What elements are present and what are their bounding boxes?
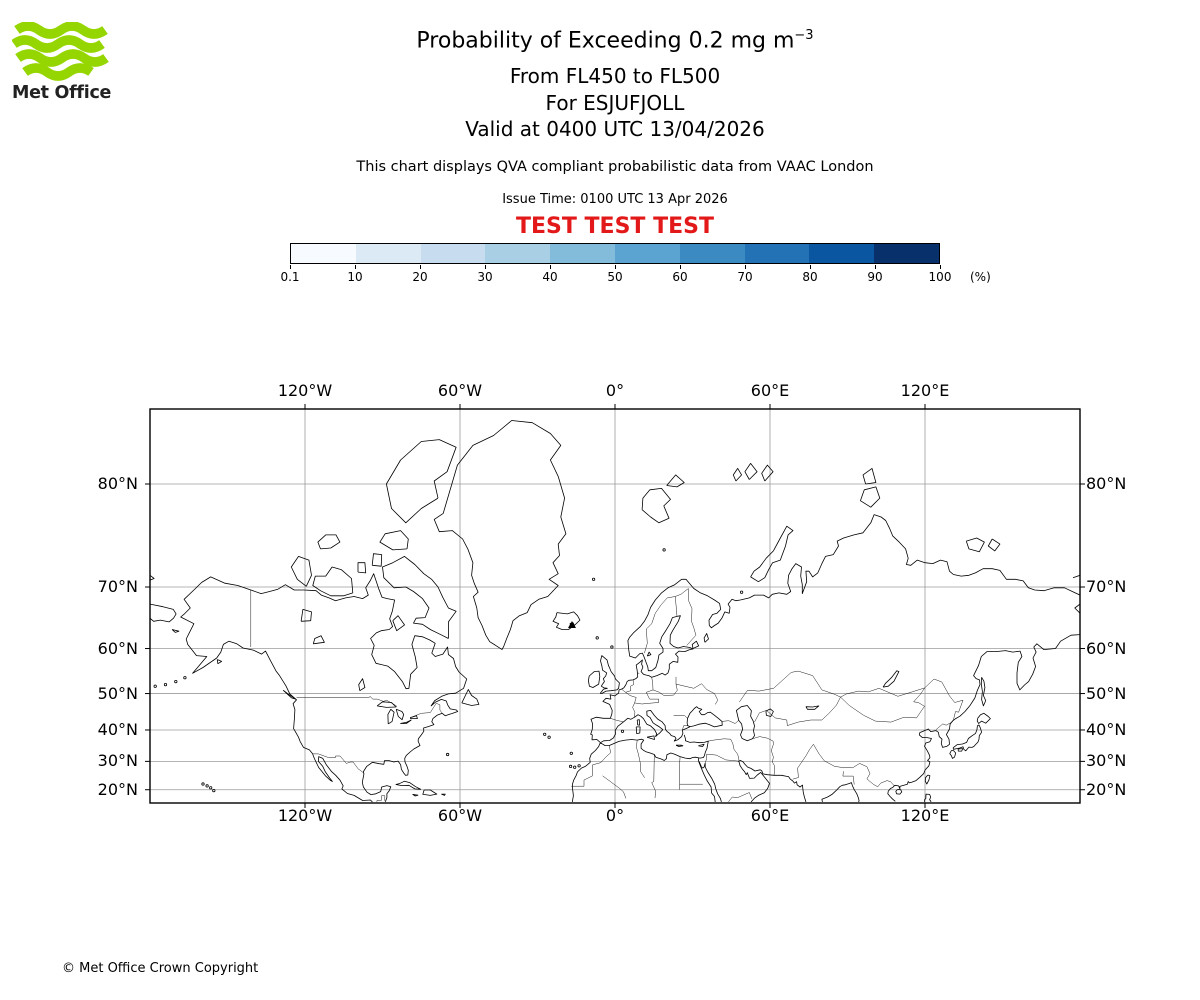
latitude-label-right: 50°N: [1086, 683, 1127, 703]
colorbar-tick-label: 40: [542, 270, 558, 284]
longitude-label-bottom: 120°E: [900, 806, 950, 825]
longitude-label-top: 60°E: [750, 381, 790, 400]
colorbar-tick-label: 100: [928, 270, 952, 284]
latitude-label-right: 70°N: [1086, 577, 1127, 596]
colorbar-tick-label: 30: [477, 270, 493, 284]
colorbar-segment: [355, 244, 421, 263]
test-banner: TEST TEST TEST: [516, 214, 714, 239]
met-office-logo: Met Office: [12, 22, 116, 103]
latitude-label-left: 80°N: [97, 473, 138, 493]
latitude-label-right: 30°N: [1086, 751, 1127, 771]
colorbar-tick-label: 60: [672, 270, 688, 284]
issue-time: Issue Time: 0100 UTC 13 Apr 2026: [502, 192, 728, 207]
longitude-label-bottom: 60°W: [437, 806, 483, 825]
colorbar-tick-label: 20: [412, 270, 428, 284]
volcano-marker: [568, 621, 576, 628]
colorbar-tick-mark: [290, 265, 291, 269]
latitude-label-left: 30°N: [97, 751, 138, 771]
small-islands: [153, 548, 744, 793]
graticule: [150, 409, 1080, 803]
longitude-label-top: 0°: [605, 381, 625, 400]
country-borders: [250, 588, 964, 803]
latitude-label-right: 40°N: [1086, 719, 1127, 739]
colorbar-segment: [614, 244, 680, 263]
coastlines: [150, 420, 1080, 803]
map-canvas: [145, 404, 1085, 808]
colorbar-segment: [420, 244, 486, 263]
colorbar-segment: [809, 244, 875, 263]
latitude-label-left: 20°N: [97, 779, 138, 799]
chart-title-exponent: −3: [794, 28, 814, 43]
latitude-label-left: 40°N: [97, 719, 138, 739]
colorbar-tick-mark: [680, 265, 681, 269]
colorbar-segment: [550, 244, 615, 263]
met-office-logo-text: Met Office: [12, 83, 112, 103]
flight-level-range: From FL450 to FL500: [509, 64, 721, 88]
chart-title: Probability of Exceeding 0.2 mg m−3: [30, 28, 1200, 53]
longitude-label-bottom: 120°W: [277, 806, 333, 825]
colorbar-tick-label: 80: [802, 270, 818, 284]
latitude-label-left: 70°N: [97, 577, 138, 596]
longitude-label-top: 120°W: [277, 381, 333, 400]
colorbar-tick-mark: [615, 265, 616, 269]
colorbar-segment: [744, 244, 810, 263]
colorbar-segment: [874, 244, 939, 263]
colorbar-tick-mark: [355, 265, 356, 269]
colorbar-tick-mark: [875, 265, 876, 269]
colorbar-segment: [291, 244, 356, 263]
colorbar-segment: [679, 244, 745, 263]
latitude-label-right: 80°N: [1086, 473, 1127, 493]
colorbar-tick-mark: [745, 265, 746, 269]
volcano-name: For ESJUFJOLL: [545, 91, 685, 115]
longitude-label-top: 120°E: [900, 381, 950, 400]
longitude-label-top: 60°W: [437, 381, 483, 400]
colorbar-tick-label: 0.1: [280, 270, 300, 284]
latitude-label-left: 50°N: [97, 683, 138, 703]
longitude-label-bottom: 60°E: [750, 806, 790, 825]
title-block: Probability of Exceeding 0.2 mg m−3 From…: [30, 0, 1200, 300]
met-office-logo-waves-icon: [12, 22, 109, 81]
longitude-label-bottom: 0°: [605, 806, 625, 825]
colorbar-tick-label: 10: [347, 270, 363, 284]
colorbar-tick-label: 50: [607, 270, 623, 284]
colorbar-tick-mark: [810, 265, 811, 269]
chart-title-text: Probability of Exceeding 0.2 mg m: [416, 28, 795, 54]
latitude-label-right: 60°N: [1086, 638, 1127, 658]
qva-compliance-note: This chart displays QVA compliant probab…: [356, 159, 874, 175]
valid-time: Valid at 0400 UTC 13/04/2026: [465, 117, 765, 141]
copyright-notice: © Met Office Crown Copyright: [62, 961, 259, 976]
map-clip-area: [150, 409, 1080, 803]
colorbar-tick-mark: [485, 265, 486, 269]
probability-colorbar: [290, 243, 940, 264]
colorbar-unit-label: (%): [970, 270, 991, 284]
colorbar-segment: [485, 244, 551, 263]
colorbar-tick-mark: [420, 265, 421, 269]
latitude-label-right: 20°N: [1086, 779, 1127, 799]
latitude-label-left: 60°N: [97, 638, 138, 658]
colorbar-tick-mark: [550, 265, 551, 269]
axis-tick-marks: [145, 404, 1085, 808]
colorbar-tick-label: 90: [867, 270, 883, 284]
colorbar-tick-mark: [940, 265, 941, 269]
colorbar-tick-label: 70: [737, 270, 753, 284]
